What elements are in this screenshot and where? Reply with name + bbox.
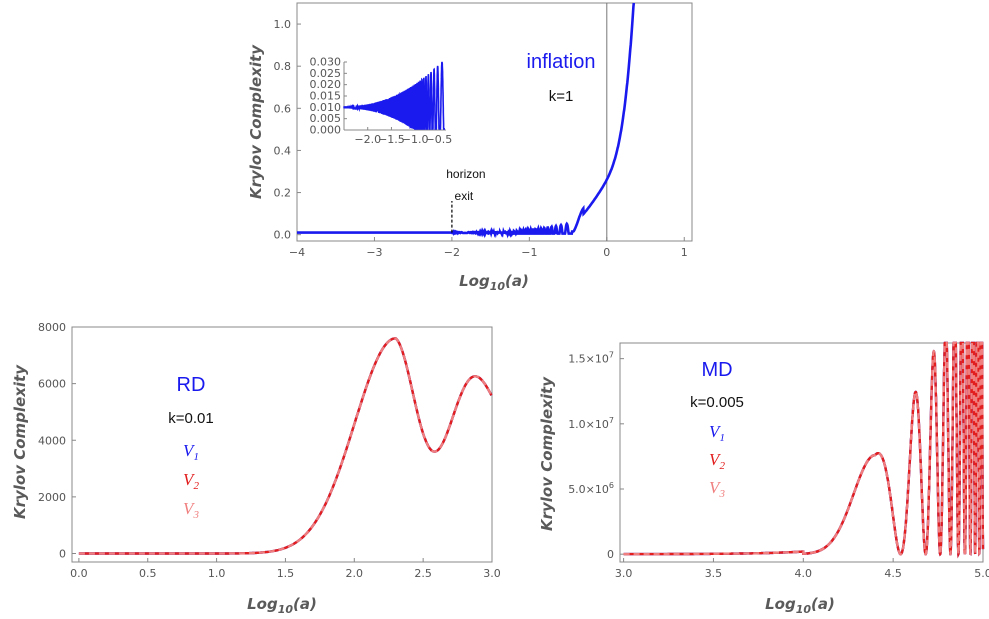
md-legend-1: V1 [709,422,725,444]
top-y-tick-label: 1.0 [274,18,292,31]
top-y-tick-label: 0.8 [274,60,292,73]
md-y-tick-label: 1.0×107 [568,416,614,431]
md-y-axis-label: Krylov Complexity [538,376,556,531]
top-x-axis-label: Log10(a) [459,272,529,293]
horizon-label: horizon [446,167,485,181]
rd-label: RD [177,374,206,396]
exit-label: exit [455,189,474,203]
rd-x-tick-label: 1.5 [277,567,295,580]
top-x-tick-label: −3 [366,246,382,259]
top-y-tick-label: 0.4 [274,144,292,157]
md-label: MD [701,359,732,381]
inflation-label: inflation [527,51,596,73]
md-x-tick-label: 3.5 [705,567,723,580]
md-x-tick-label: 5.0 [974,567,989,580]
inset-y-tick-label: 0.015 [310,90,342,103]
rd-axes-frame [71,326,493,563]
top-y-tick-label: 0.6 [274,102,292,115]
inset-x-tick-label: −0.5 [426,133,453,146]
inset-x-tick-label: −1.0 [402,133,429,146]
md-y-tick-label: 1.5×107 [568,351,614,366]
inset-y-tick-label: 0.000 [310,124,342,137]
inset-y-tick-label: 0.025 [310,67,342,80]
rd-x-tick-label: 1.0 [208,567,226,580]
rd-y-tick-label: 0 [59,548,66,561]
top-x-tick-label: −2 [444,246,460,259]
inset-y-tick-label: 0.020 [310,78,342,91]
top-x-tick-label: 1 [681,246,688,259]
inset-y-tick-label: 0.030 [310,56,342,69]
md-y-tick-label: 5.0×106 [568,481,614,496]
top-y-tick-label: 0.0 [274,229,292,242]
rd-series-v2 [78,337,493,555]
rd-x-tick-label: 3.0 [483,567,501,580]
rd-legend-3: V3 [183,499,199,521]
k-rd-label: k=0.01 [168,410,213,427]
md-x-tick-label: 4.5 [884,567,902,580]
inset-x-tick-label: −2.0 [354,133,381,146]
rd-y-tick-label: 2000 [38,491,66,504]
top-series-line [297,2,636,239]
top-y-axis-label: Krylov Complexity [247,44,265,199]
md-x-tick-label: 4.0 [795,567,813,580]
rd-x-tick-label: 0.0 [70,567,88,580]
md-x-tick-label: 3.0 [615,567,633,580]
rd-x-axis-label: Log10(a) [247,595,317,616]
md-legend-3: V3 [709,478,725,500]
md-y-tick-label: 0 [607,548,614,561]
rd-x-tick-label: 2.5 [414,567,432,580]
k-top-label: k=1 [549,88,574,105]
rd-legend-1: V1 [183,441,199,463]
top-x-tick-label: 0 [603,246,610,259]
rd-y-tick-label: 6000 [38,378,66,391]
top-axes-frame [296,2,693,242]
rd-y-axis-label: Krylov Complexity [11,364,29,519]
rd-y-tick-label: 4000 [38,434,66,447]
inset-x-tick-label: −1.5 [378,133,405,146]
inset-y-tick-label: 0.005 [310,112,342,125]
rd-y-tick-label: 8000 [38,321,66,334]
rd-legend-2: V2 [183,470,199,492]
top-x-tick-label: −4 [289,246,305,259]
md-legend-2: V2 [709,450,725,472]
rd-x-tick-label: 2.0 [346,567,364,580]
md-x-axis-label: Log10(a) [765,595,835,616]
k-md-label: k=0.005 [690,394,744,411]
inset-series-line [343,61,445,130]
md-series-v3 [623,341,985,559]
top-x-tick-label: −1 [521,246,537,259]
inset-y-tick-label: 0.010 [310,101,342,114]
top-y-tick-label: 0.2 [274,187,292,200]
rd-x-tick-label: 0.5 [139,567,157,580]
